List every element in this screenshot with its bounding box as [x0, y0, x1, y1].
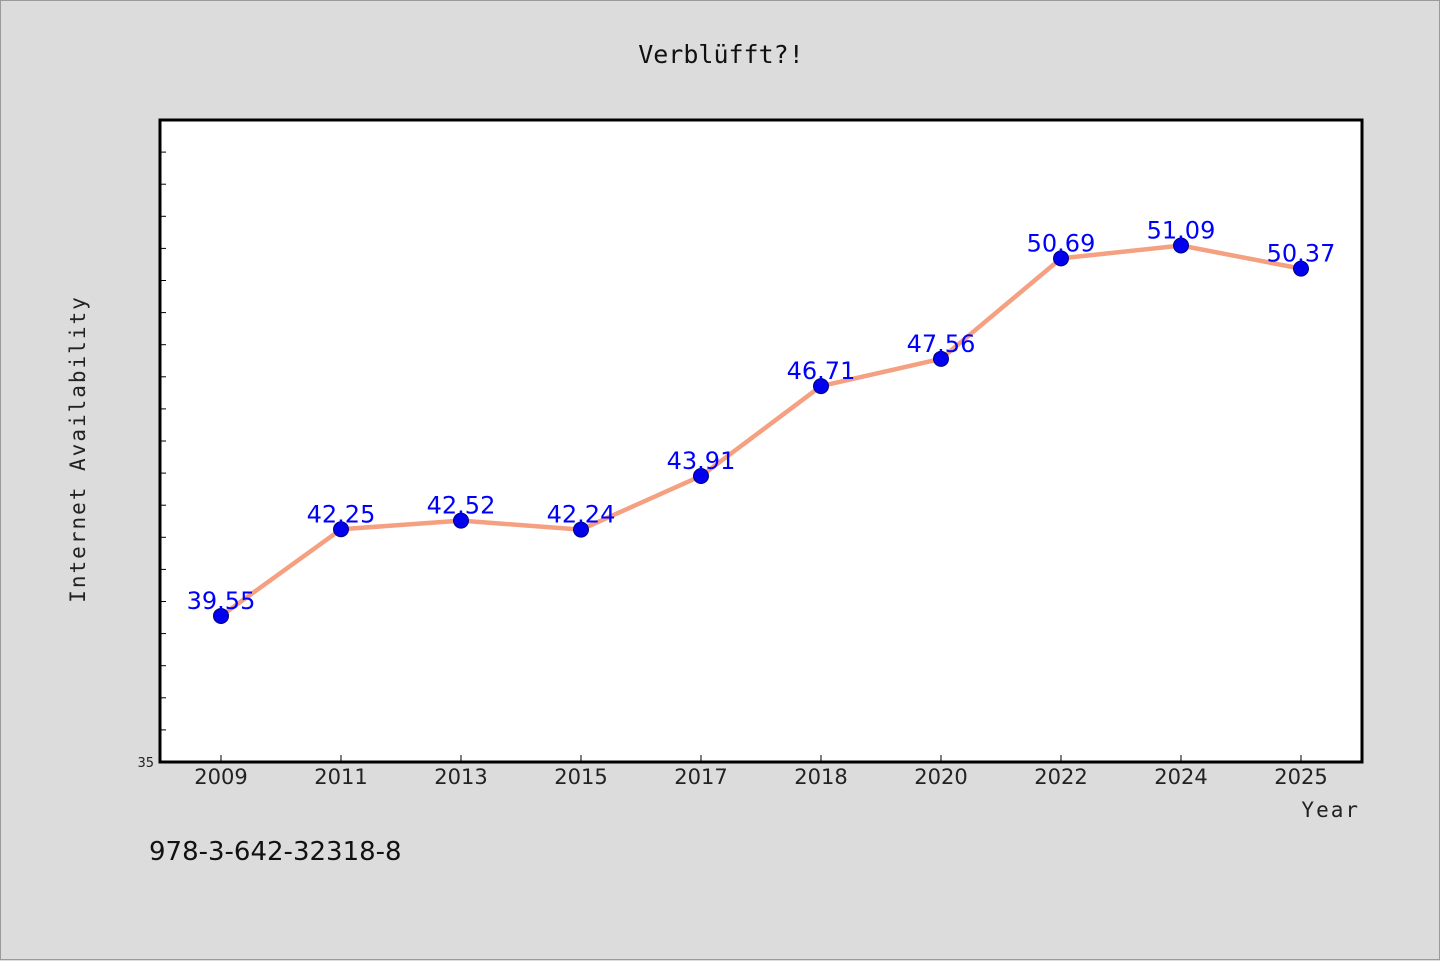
data-point — [933, 350, 949, 367]
x-tick-label: 2025 — [1274, 765, 1327, 789]
data-label: 50.69 — [1027, 229, 1096, 257]
x-axis-label: Year — [1301, 798, 1360, 822]
series-layer: 39.55 42.25 42.52 42.24 43.91 46.71 47.56 50.69… — [187, 217, 1336, 624]
x-tick-label: 2017 — [674, 765, 727, 789]
x-tick-label: 2018 — [794, 765, 847, 789]
data-label: 50.37 — [1267, 240, 1336, 268]
data-label: 43.91 — [667, 447, 736, 475]
data-label: 42.52 — [427, 492, 496, 520]
y-axis-label: Internet Availability — [66, 295, 90, 603]
data-label: 46.71 — [787, 357, 856, 385]
x-tick-label: 2013 — [434, 765, 487, 789]
y-axis-ticks: 35 — [137, 151, 166, 771]
x-tick-label: 2022 — [1034, 765, 1087, 789]
x-tick-label: 2024 — [1154, 765, 1207, 789]
data-point — [693, 467, 709, 484]
data-point — [813, 378, 829, 395]
y-tick-label: 35 — [137, 756, 154, 771]
data-point — [1293, 260, 1309, 277]
x-axis-ticks: 2009 2011 2013 2015 2017 2018 2020 2022 2024 2025 — [194, 755, 1328, 789]
plot-area — [158, 118, 1364, 764]
data-point — [453, 512, 469, 529]
x-tick-label: 2009 — [194, 765, 247, 789]
chart-title: Verblüfft?! — [638, 40, 804, 69]
data-label: 42.24 — [547, 501, 616, 529]
data-label: 42.25 — [307, 500, 376, 528]
data-label: 47.56 — [907, 330, 976, 358]
data-point — [213, 607, 229, 624]
x-tick-label: 2015 — [554, 765, 607, 789]
data-point — [333, 521, 349, 538]
footer-isbn: 978-3-642-32318-8 — [149, 837, 402, 867]
data-point — [1053, 250, 1069, 267]
data-label: 51.09 — [1147, 217, 1216, 245]
data-point — [1173, 237, 1189, 254]
data-label: 39.55 — [187, 587, 256, 615]
x-tick-label: 2020 — [914, 765, 967, 789]
data-point — [573, 521, 589, 538]
series-line — [219, 243, 1302, 618]
x-tick-label: 2011 — [314, 765, 367, 789]
